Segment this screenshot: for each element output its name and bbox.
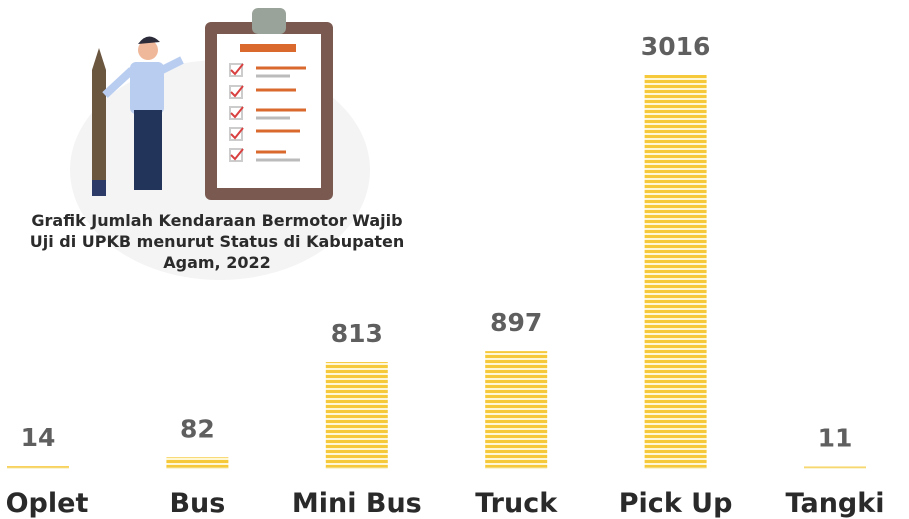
x-tick-label: Tangki (786, 488, 885, 519)
value-label: 3016 (641, 32, 711, 61)
value-label: 14 (21, 423, 56, 452)
page: 14 Oplet 82 Bus 813 Mini Bus 897 Truck 3016 Pick … (0, 0, 909, 519)
value-label: 82 (180, 414, 215, 443)
x-tick-label: Bus (169, 488, 225, 519)
x-tick-label: Oplet (6, 488, 89, 519)
bar (485, 351, 547, 468)
x-tick-label: Mini Bus (292, 488, 422, 519)
bar (326, 362, 388, 468)
value-label: 813 (331, 319, 383, 348)
value-label: 897 (490, 308, 542, 337)
chart-title: Grafik Jumlah Kendaraan Bermotor Wajib U… (22, 210, 412, 273)
bar (645, 75, 707, 468)
x-tick-label: Pick Up (619, 488, 733, 519)
bar (166, 457, 228, 468)
x-tick-label: Truck (475, 488, 558, 519)
value-label: 11 (818, 424, 853, 453)
